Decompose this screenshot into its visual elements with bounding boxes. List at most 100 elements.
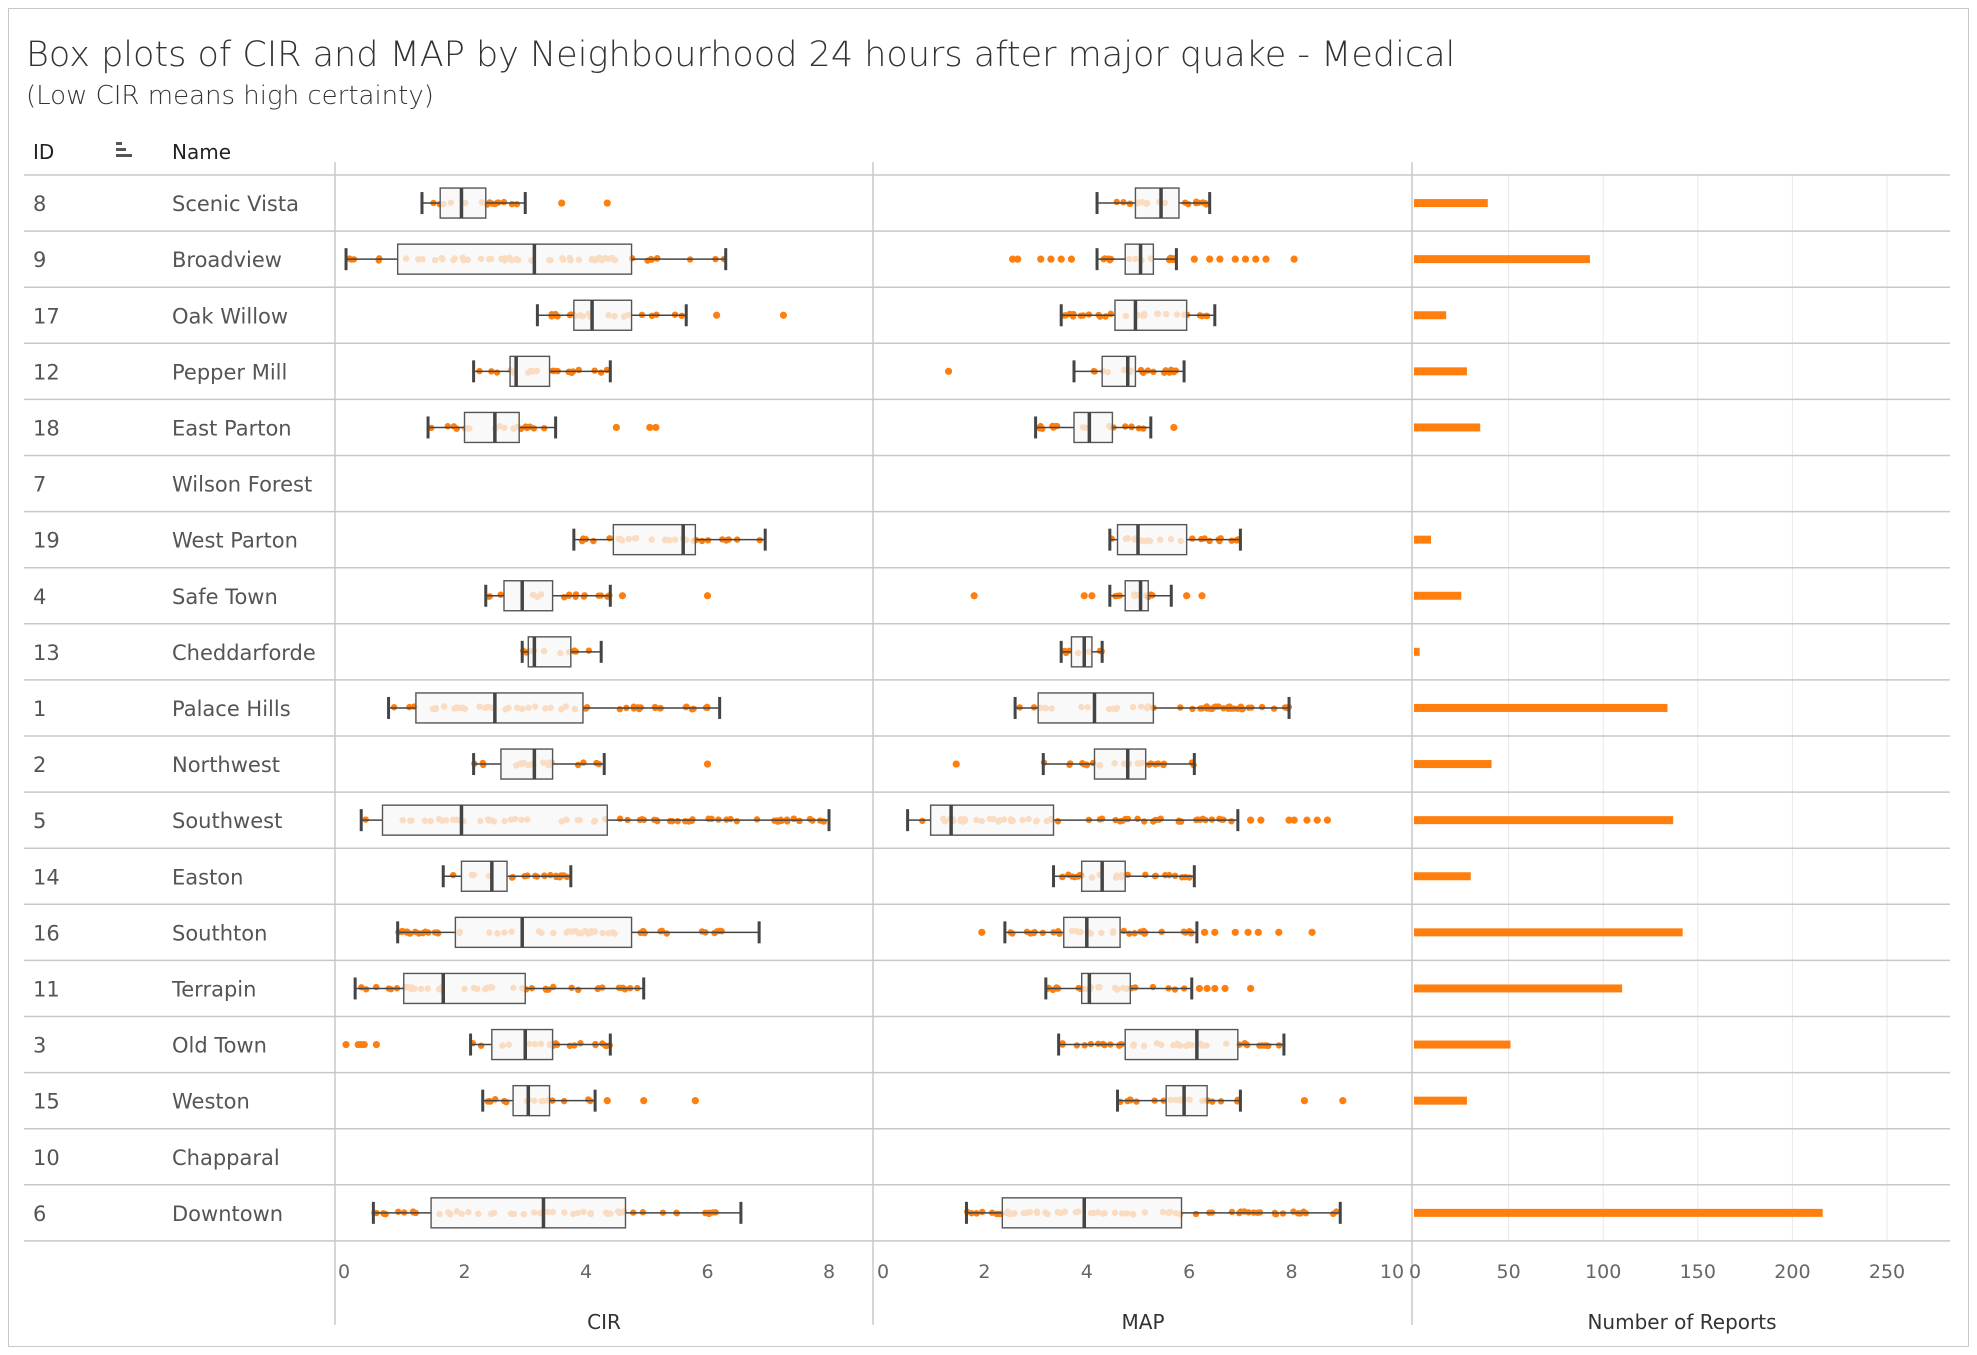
cir-point (449, 871, 457, 879)
reports-bar-oak-willow (1414, 311, 1447, 320)
map-point (1178, 874, 1186, 881)
map-point (1102, 313, 1109, 320)
cir-point (575, 986, 582, 994)
cir-point (733, 817, 741, 825)
cir-point (682, 817, 689, 825)
map-outlier-northwest (952, 760, 960, 768)
cir-box-palace-hills (415, 692, 584, 724)
cir-box-terrapin (403, 972, 526, 1005)
cir-point (480, 761, 487, 769)
cir-point (682, 703, 690, 711)
map-point (1142, 871, 1149, 879)
sort-descending-icon[interactable] (116, 142, 132, 157)
row-name: Safe Town (172, 585, 278, 609)
cir-point (572, 591, 580, 598)
map-box-southwest (929, 804, 1055, 836)
map-point (1058, 873, 1066, 881)
cir-point (580, 593, 588, 600)
map-outlier-broadview (1206, 255, 1214, 263)
row-id: 6 (33, 1202, 46, 1226)
cir-point (566, 1042, 574, 1050)
map-point (1149, 983, 1157, 991)
map-point (1171, 986, 1179, 993)
reports-bar-safe-town (1414, 591, 1462, 600)
axis-tick-label: 4 (580, 1261, 592, 1283)
map-outlier-southwest (1257, 816, 1265, 824)
map-point (1290, 1208, 1297, 1215)
cir-outlier-oak-willow (779, 311, 788, 319)
map-outlier-broadview (1008, 255, 1017, 263)
map-outlier-southwest (1303, 816, 1311, 824)
map-outlier-broadview (1037, 255, 1045, 263)
cir-outlier-east-parton (652, 423, 660, 432)
map-point (1066, 761, 1073, 769)
map-point (1170, 368, 1178, 376)
map-outlier-terrapin (1211, 984, 1219, 993)
map-outlier-safe-town (970, 592, 978, 600)
id-column-header: ID (33, 140, 54, 164)
map-axis-title: MAP (1122, 1310, 1165, 1334)
cir-point (575, 366, 582, 374)
reports-bar-old-town (1414, 1040, 1511, 1049)
row-name: Palace Hills (172, 697, 291, 721)
row-name: Southwest (172, 809, 282, 833)
cir-axis-title: CIR (587, 1310, 621, 1334)
cir-outlier-northwest (703, 760, 712, 768)
cir-outlier-oak-willow (713, 311, 721, 319)
row-name: Chapparal (172, 1146, 280, 1170)
map-point (1139, 368, 1146, 376)
reports-bar-northwest (1414, 760, 1492, 769)
row-name: Scenic Vista (172, 192, 299, 216)
reports-bar-weston (1414, 1096, 1467, 1105)
cir-outlier-east-parton (646, 423, 654, 432)
map-box-pepper-mill (1101, 355, 1137, 388)
row-name: Old Town (172, 1034, 267, 1058)
map-outlier-southwest (1285, 816, 1293, 824)
row-name: Terrapin (171, 977, 256, 1001)
cir-outlier-old-town (360, 1040, 368, 1049)
row-name: Pepper Mill (172, 360, 287, 384)
cir-box-old-town (491, 1028, 554, 1061)
reports-bar-scenic-vista (1414, 199, 1488, 208)
map-outlier-southton (1254, 928, 1262, 936)
cir-point (547, 871, 554, 879)
map-outlier-terrapin (1247, 984, 1255, 993)
row-id: 16 (33, 921, 60, 945)
cir-point (590, 537, 597, 545)
cir-point (580, 759, 587, 766)
reports-bar-terrapin (1414, 984, 1623, 993)
map-outlier-broadview (1290, 255, 1298, 263)
map-box-cheddarforde (1070, 636, 1093, 668)
map-box-weston (1165, 1084, 1208, 1117)
map-outlier-southwest (1323, 816, 1332, 824)
row-id: 8 (33, 192, 46, 216)
map-point (1095, 1040, 1102, 1047)
axis-tick-label: 4 (1081, 1261, 1093, 1283)
map-point (1120, 199, 1127, 206)
reports-bar-broadview (1414, 255, 1590, 264)
row-id: 19 (33, 529, 60, 553)
row-id: 13 (33, 641, 60, 665)
map-point (1115, 1042, 1123, 1049)
cir-point (373, 983, 380, 991)
map-point (1054, 818, 1062, 825)
map-point (1069, 313, 1077, 320)
reports-bar-southton (1414, 928, 1683, 937)
cir-point (577, 1040, 584, 1047)
cir-point (409, 1208, 417, 1215)
cir-point (666, 817, 674, 825)
cir-point (493, 369, 501, 376)
map-outlier-terrapin (1203, 984, 1211, 993)
map-outlier-weston (1300, 1097, 1308, 1105)
map-point (1079, 760, 1086, 767)
map-point (1157, 815, 1164, 822)
row-id: 10 (33, 1146, 60, 1170)
row-id: 11 (33, 977, 60, 1001)
map-point (1124, 815, 1132, 823)
reports-bar-pepper-mill (1414, 367, 1467, 376)
row-name: Wilson Forest (172, 473, 312, 497)
axis-tick-label: 0 (338, 1261, 350, 1283)
axis-tick-label: 8 (823, 1261, 835, 1283)
map-box-northwest (1093, 748, 1147, 780)
